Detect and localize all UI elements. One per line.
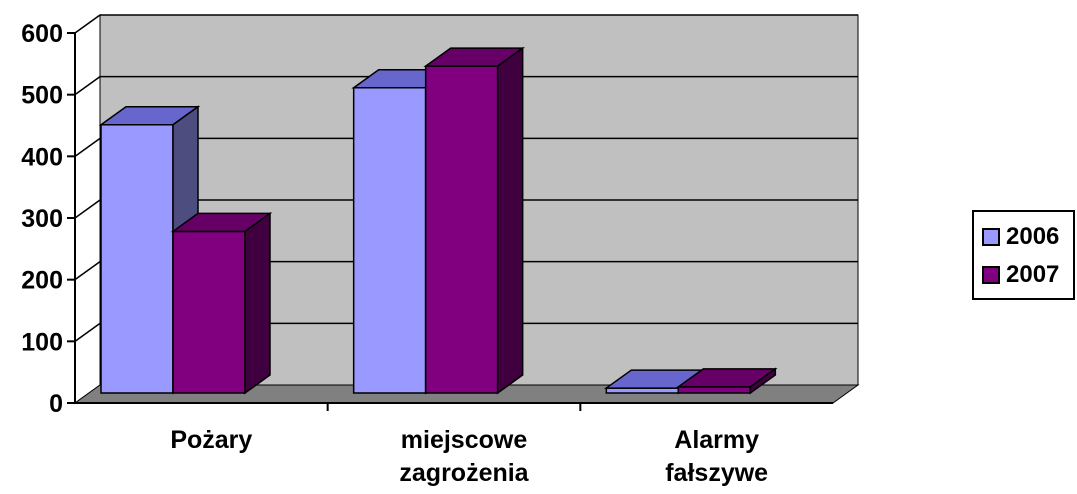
- bar-2007-1: [423, 46, 525, 395]
- gridline: [74, 322, 101, 342]
- bar-front: [100, 124, 174, 394]
- x-tick-label: fałszywe: [665, 459, 768, 487]
- y-tick-label: 0: [49, 390, 63, 418]
- y-tick-label: 500: [21, 82, 63, 110]
- x-tick-label: Alarmy: [674, 426, 759, 454]
- legend-label: 2007: [1006, 261, 1060, 288]
- legend-item-2007: 2007: [982, 261, 1059, 289]
- x-tick-label: zagrożenia: [399, 459, 529, 487]
- bars: [98, 46, 778, 395]
- y-tick-label: 300: [21, 205, 63, 233]
- legend-swatch: [982, 228, 1000, 246]
- bar-side: [244, 211, 271, 395]
- x-axis-tick-labels: Pożary miejscowe zagrożenia Alarmy fałszywe: [170, 426, 768, 487]
- bar-front: [677, 386, 752, 394]
- x-tick-label: Pożary: [170, 426, 252, 454]
- gridline: [74, 14, 101, 34]
- legend-item-2006: 2006: [982, 223, 1059, 251]
- y-tick-label: 100: [21, 328, 63, 356]
- x-tick-label: miejscowe: [401, 426, 528, 454]
- gridline: [74, 76, 101, 96]
- bar-2007-0: [170, 211, 273, 395]
- y-tick-label: 600: [21, 20, 63, 48]
- y-axis-tick-labels: 0 100 200 300 400 500 600: [21, 20, 63, 418]
- bar-front: [424, 65, 499, 394]
- legend: 2006 2007: [972, 210, 1075, 300]
- gridline: [74, 137, 101, 157]
- bar-front: [352, 87, 427, 394]
- legend-swatch: [982, 266, 1000, 284]
- gridline: [74, 261, 101, 281]
- y-tick-label: 200: [21, 267, 63, 295]
- axes: [67, 32, 833, 411]
- y-tick-label: 400: [21, 143, 63, 171]
- gridline: [74, 199, 101, 219]
- legend-label: 2006: [1006, 223, 1060, 250]
- bar-side: [749, 367, 777, 395]
- bar-side: [496, 46, 524, 395]
- bar-2007-2: [676, 367, 778, 395]
- bar-front: [172, 230, 246, 394]
